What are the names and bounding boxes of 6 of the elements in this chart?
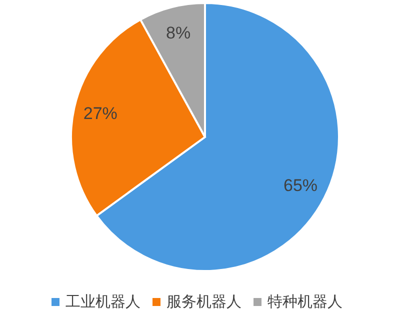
data-label: 8% [166,24,191,43]
data-label: 65% [284,176,318,196]
legend-label: 服务机器人 [166,294,242,310]
legend-label: 工业机器人 [66,294,140,310]
legend-label: 特种机器人 [268,294,342,310]
data-label: 27% [83,104,118,124]
